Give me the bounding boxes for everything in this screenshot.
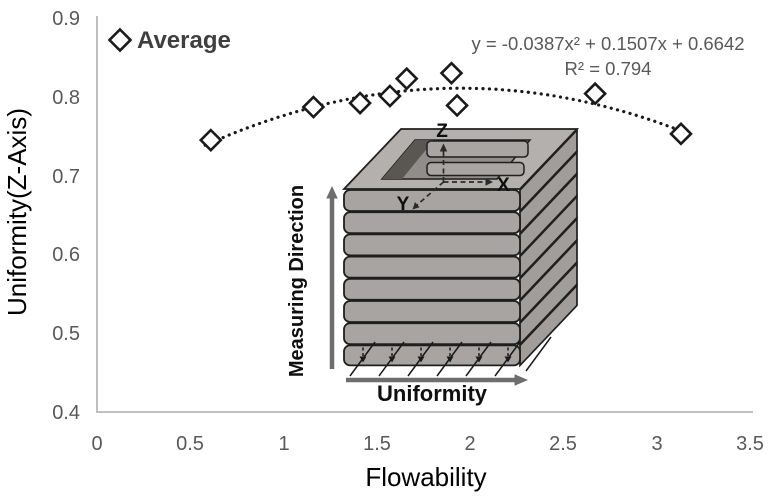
cube-layer-front [343, 255, 521, 279]
x-tick-label-7: 3.5 [736, 433, 764, 455]
inset-diagram: Z X Y Measuring Direction Uniformity [286, 121, 580, 406]
cube-layers [343, 127, 578, 368]
trendline-curve [203, 86, 681, 147]
y-axis-label: Y [397, 194, 410, 215]
hatch-down-arrowhead-icon [359, 356, 367, 363]
x-tick-label-3: 1.5 [363, 433, 391, 455]
coordinate-axes: Z X Y [397, 121, 510, 215]
trend-path [203, 86, 681, 147]
legend-label: Average [137, 27, 231, 54]
y-tick-label-3: 0.6 [52, 244, 80, 266]
trendline-equation: y = -0.0387x² + 0.1507x + 0.6642 [471, 33, 744, 54]
legend: Average [107, 27, 231, 54]
y-tick-label-0: 0.9 [52, 8, 80, 30]
y-axis-arrowhead-icon [412, 202, 420, 210]
data-point-marker [378, 84, 402, 108]
data-point-marker [439, 61, 464, 85]
x-tick-label-0: 0 [91, 433, 102, 455]
x-tick-label-4: 2 [464, 433, 475, 455]
data-point-marker [301, 95, 326, 119]
x-axis-title: Flowability [365, 462, 486, 492]
cavity-layer-strip [426, 161, 525, 177]
data-point-marker [394, 66, 419, 91]
data-point-marker [445, 93, 469, 118]
uniformity-arrowhead-icon [514, 374, 528, 386]
y-axis-arrow [416, 181, 445, 206]
y-tick-label-1: 0.8 [52, 87, 80, 109]
cube-layer-front [343, 189, 521, 212]
cube-layer-front [343, 322, 521, 346]
data-point-marker [348, 91, 372, 115]
x-axis-label: X [497, 175, 510, 196]
cavity-layer-strip [426, 140, 529, 158]
x-axis-arrowhead-icon [485, 178, 493, 186]
data-point-marker [198, 128, 223, 152]
y-tick-label-5: 0.4 [52, 402, 80, 424]
base-hatch-marks [349, 336, 552, 377]
cube-layer-front [343, 277, 521, 301]
x-tick-label-1: 0.5 [176, 433, 204, 455]
legend-diamond-icon [107, 27, 133, 53]
base-layer-front [343, 344, 521, 367]
x-tick-label-5: 2.5 [549, 433, 577, 455]
cube-layer-front [343, 211, 521, 235]
measuring-direction-label: Measuring Direction [286, 185, 308, 377]
hatch-line [525, 336, 552, 372]
data-points [198, 61, 693, 152]
y-axis-title: Uniformity(Z-Axis) [2, 108, 32, 316]
z-axis-arrowhead-icon [439, 143, 448, 152]
uniformity-label: Uniformity [377, 381, 488, 406]
trendline-r-squared: R² = 0.794 [565, 58, 652, 79]
cube-layer-front [343, 233, 521, 257]
hatch-down-arrowhead-icon [504, 356, 512, 363]
y-tick-label-2: 0.7 [52, 166, 80, 188]
cavity-left-wall [382, 140, 434, 179]
hatch-down-arrowhead-icon [475, 356, 483, 363]
y-tick-label-4: 0.5 [52, 323, 80, 345]
x-tick-label-2: 1 [278, 433, 289, 455]
hatch-down-arrowhead-icon [417, 356, 425, 363]
hatch-down-arrowhead-icon [388, 356, 396, 363]
data-point-marker [583, 81, 607, 106]
x-tick-label-6: 3 [651, 433, 662, 455]
measuring-direction-arrowhead-icon [326, 186, 338, 199]
cube-layer-front [343, 300, 521, 323]
data-point-marker [669, 121, 693, 146]
z-axis-label: Z [436, 121, 448, 142]
hatch-down-arrowhead-icon [446, 356, 454, 363]
